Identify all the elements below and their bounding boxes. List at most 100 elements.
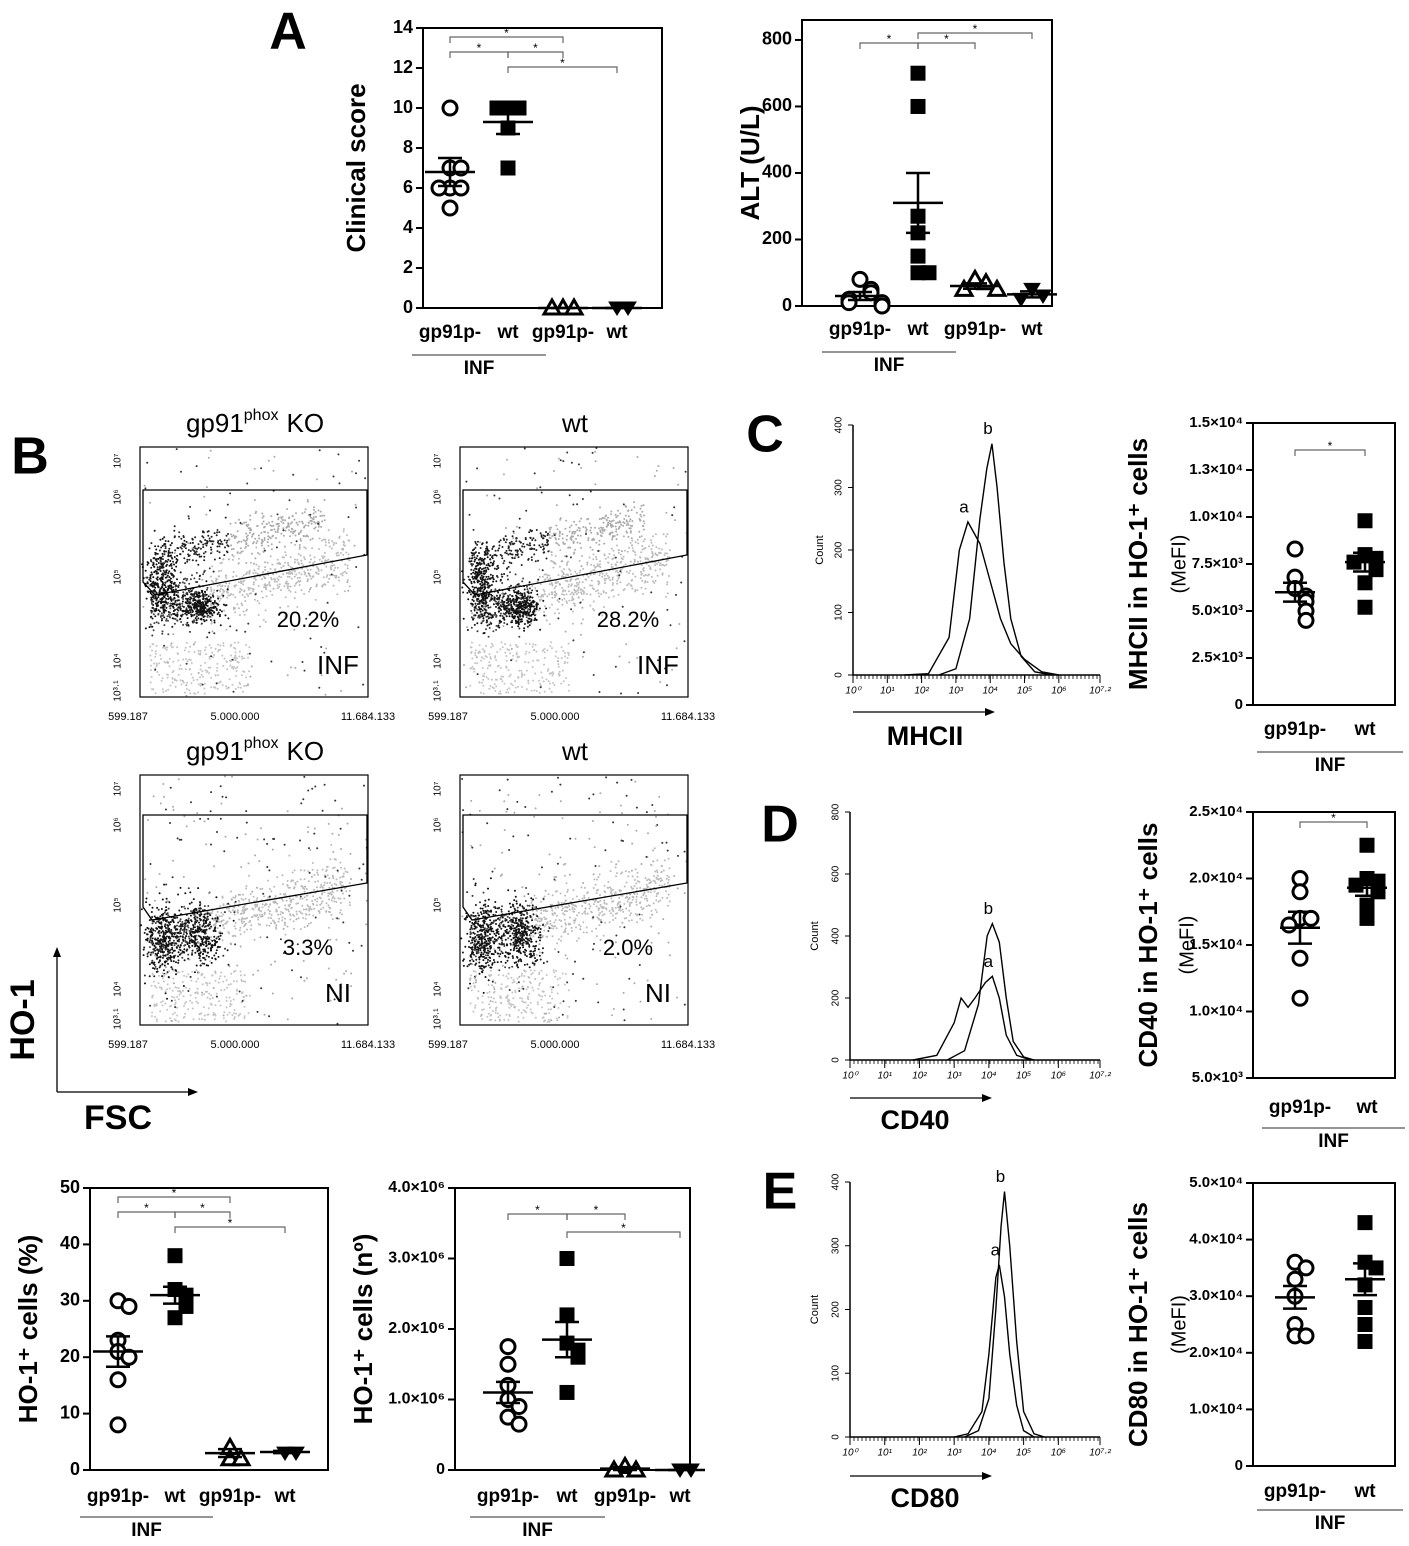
event-dot (592, 588, 595, 591)
event-dot (553, 612, 556, 615)
event-dot (287, 523, 290, 526)
event-dot (175, 558, 178, 560)
event-dot (486, 551, 489, 554)
event-dot (548, 527, 551, 529)
event-dot (630, 537, 633, 540)
event-dot (216, 602, 219, 605)
event-dot (244, 540, 247, 543)
y-tick-label: 10⁷ (433, 453, 444, 468)
event-dot (178, 535, 181, 538)
event-dot (569, 556, 572, 559)
event-dot (489, 656, 492, 659)
event-dot (335, 576, 338, 579)
event-dot (183, 610, 186, 612)
event-dot (608, 553, 611, 555)
event-dot (212, 581, 215, 584)
group-label: INF (464, 358, 495, 379)
event-dot (500, 609, 502, 611)
event-dot (541, 649, 544, 652)
event-dot (643, 547, 646, 550)
event-dot (162, 574, 165, 577)
event-dot (506, 574, 509, 577)
title-end: KO (286, 408, 324, 438)
event-dot (637, 692, 640, 694)
event-dot (315, 565, 318, 568)
y-tick-label: 400 (834, 416, 845, 433)
event-dot (584, 526, 587, 529)
event-dot (622, 503, 625, 506)
event-dot (568, 526, 571, 529)
event-dot (208, 672, 211, 674)
event-dot (539, 486, 542, 489)
event-dot (636, 538, 639, 541)
event-dot (211, 592, 214, 595)
event-dot (599, 566, 602, 569)
y-axis-label: HO-1⁺ cells (nº) (348, 1234, 378, 1425)
event-dot (507, 547, 510, 550)
event-dot (177, 591, 179, 594)
event-dot (264, 531, 266, 533)
event-dot (550, 672, 553, 675)
event-dot (236, 909, 239, 912)
event-dot (161, 632, 164, 635)
event-dot (260, 467, 263, 470)
event-dot (204, 653, 207, 656)
event-dot (309, 519, 312, 522)
event-dot (207, 666, 210, 669)
event-dot (523, 623, 526, 625)
event-dot (577, 463, 580, 466)
event-dot (199, 682, 202, 685)
event-dot (219, 609, 222, 611)
event-dot (155, 560, 158, 563)
event-dot (301, 520, 304, 523)
event-dot (521, 686, 523, 688)
event-dot (177, 595, 179, 598)
event-dot (489, 684, 492, 687)
event-dot (159, 570, 162, 572)
event-dot (597, 565, 600, 567)
event-dot (297, 533, 300, 536)
event-dot (293, 575, 296, 578)
x-tick-label: 11.684.133 (661, 711, 715, 723)
event-dot (470, 609, 473, 612)
event-dot (543, 593, 546, 596)
event-dot (173, 596, 176, 599)
event-dot (252, 581, 255, 584)
event-dot (531, 585, 534, 587)
event-dot (317, 570, 320, 572)
event-dot (200, 617, 203, 620)
event-dot (184, 585, 187, 588)
event-dot (201, 535, 204, 538)
event-dot (643, 574, 645, 577)
event-dot (539, 684, 542, 687)
event-dot (550, 690, 553, 693)
event-dot (152, 600, 155, 603)
event-dot (187, 917, 190, 920)
event-dot (253, 569, 256, 572)
event-dot (642, 569, 645, 572)
event-dot (216, 529, 219, 531)
event-dot (254, 537, 257, 540)
event-dot (499, 594, 502, 597)
event-dot (220, 585, 223, 588)
event-dot (254, 557, 257, 560)
event-dot (203, 559, 206, 562)
event-dot (551, 603, 553, 606)
event-dot (612, 519, 615, 522)
event-dot (557, 574, 560, 577)
event-dot (149, 939, 152, 942)
event-dot (292, 473, 295, 476)
event-dot (573, 520, 576, 523)
event-dot (504, 551, 507, 554)
event-dot (247, 544, 250, 547)
event-dot (333, 564, 336, 567)
event-dot (239, 933, 242, 936)
event-dot (304, 573, 306, 576)
event-dot (498, 626, 501, 629)
event-dot (641, 579, 644, 582)
event-dot (597, 550, 600, 552)
event-dot (651, 556, 654, 558)
event-dot (553, 562, 556, 565)
event-dot (314, 598, 317, 601)
event-dot (626, 522, 629, 525)
